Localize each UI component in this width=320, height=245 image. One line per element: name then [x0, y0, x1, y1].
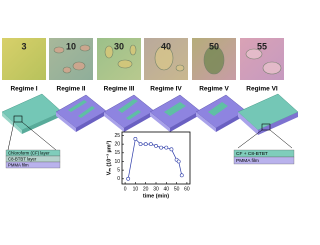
point [176, 159, 181, 164]
slab-top [1, 93, 63, 131]
domain [203, 45, 225, 75]
regime-label: Regime V [199, 86, 229, 93]
zoom-line [7, 121, 15, 151]
regime-label: Regime VI [246, 86, 278, 93]
point [138, 142, 143, 147]
point [126, 176, 131, 181]
time-label: 3 [21, 41, 26, 51]
layer [5, 161, 61, 169]
y-tick-label: 15 [114, 150, 120, 156]
x-tick-label: 50 [174, 186, 180, 192]
slab [55, 94, 107, 132]
domain [262, 61, 282, 75]
y-tick-label: 10 [114, 159, 120, 165]
micrograph [2, 38, 46, 80]
domain [53, 46, 65, 54]
time-label: 55 [257, 41, 267, 51]
domain [79, 44, 91, 52]
x-axis-title: time (min) [143, 193, 169, 199]
point [169, 147, 174, 152]
zoom-line [21, 121, 57, 151]
domain [104, 45, 114, 59]
figure: 3 Regime I 10 Regime II 30 Regime III 40 Regime… [1, 38, 299, 199]
domain [129, 44, 137, 56]
layer-label: PMMA film [236, 158, 259, 164]
domain [245, 48, 263, 60]
slab [149, 94, 201, 132]
y-axis-title: Vₘ (10⁻³ µm³) [105, 141, 112, 176]
layer [233, 156, 295, 165]
slab-side [238, 112, 258, 135]
domain [62, 66, 72, 74]
point [179, 173, 184, 178]
point [143, 142, 148, 147]
x-tick-label: 20 [143, 186, 149, 192]
micrographs: 3 Regime I 10 Regime II 30 Regime III 40 Regime… [2, 38, 284, 93]
regime-label: Regime II [57, 86, 86, 93]
zoom-line [269, 129, 293, 149]
regime-label: Regime IV [150, 86, 182, 93]
slab-side [2, 112, 22, 134]
domain [117, 59, 133, 69]
time-label: 50 [209, 41, 219, 51]
zoom-line [237, 129, 263, 149]
y-tick-label: 25 [114, 133, 120, 139]
point [159, 145, 164, 150]
point [148, 142, 153, 147]
regime-label: Regime III [104, 86, 135, 93]
layer-label: CF + C8-BTBT [236, 151, 268, 157]
point [154, 143, 158, 148]
x-tick-label: 30 [153, 186, 159, 192]
point [133, 137, 138, 141]
chart: 0 5 10 15 20 25 0 10 20 30 40 50 60 time (min) Vₘ (10⁻… [105, 131, 191, 199]
page: 3 Regime I 10 Regime II 30 Regime III 40 Regime… [1, 38, 299, 200]
slab-side [22, 112, 62, 134]
domain [72, 61, 86, 71]
regime-label: Regime I [10, 86, 37, 93]
x-tick-label: 10 [133, 186, 139, 192]
y-tick-label: 5 [117, 167, 120, 173]
x-tick-label: 60 [184, 186, 190, 192]
x-tick-label: 0 [124, 186, 127, 192]
point [164, 145, 169, 150]
schematics [1, 93, 299, 151]
y-tick-label: 0 [117, 176, 120, 182]
layer-label: Chloroform (CF) layer [8, 150, 50, 155]
domain [154, 45, 174, 71]
zoom-box [261, 123, 271, 131]
time-label: 10 [66, 41, 76, 51]
y-tick-label: 20 [114, 141, 120, 147]
time-label: 30 [114, 41, 124, 51]
domain [175, 64, 185, 72]
slab [103, 94, 155, 132]
zoom-box [13, 115, 23, 123]
time-label: 40 [161, 41, 171, 51]
layer-label: PMMA film [8, 162, 29, 167]
x-tick-label: 40 [164, 186, 170, 192]
slab-side [258, 112, 298, 135]
layer-label: C8-BTBT layer [8, 156, 37, 161]
